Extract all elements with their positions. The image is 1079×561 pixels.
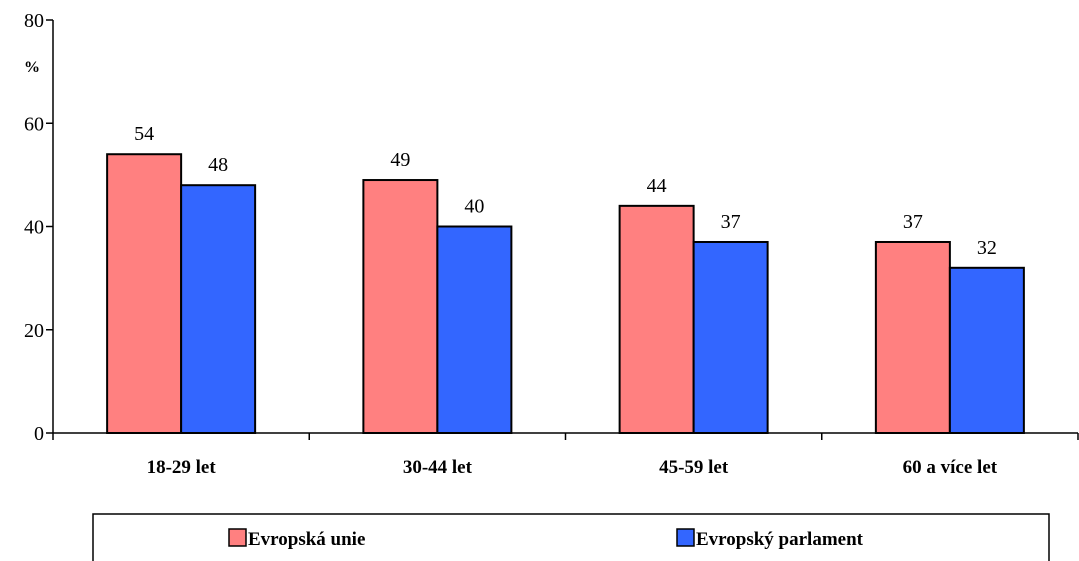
bar bbox=[180, 184, 257, 434]
bars-group bbox=[106, 153, 1025, 434]
x-tick-label: 45-59 let bbox=[659, 457, 729, 478]
legend-swatch bbox=[676, 528, 695, 547]
data-label: 54 bbox=[134, 123, 154, 145]
y-tick-label: 40 bbox=[24, 217, 44, 239]
bar bbox=[874, 240, 951, 434]
bar bbox=[948, 266, 1025, 434]
data-label: 37 bbox=[903, 211, 923, 233]
bar bbox=[618, 204, 695, 434]
legend: Evropská unie Evropský parlament bbox=[92, 513, 1050, 561]
legend-label: Evropská unie bbox=[248, 529, 365, 550]
y-tick-label: 80 bbox=[24, 10, 44, 32]
data-label: 40 bbox=[464, 196, 484, 218]
legend-swatch bbox=[228, 528, 247, 547]
x-tick-label: 30-44 let bbox=[403, 457, 473, 478]
bar bbox=[106, 153, 183, 434]
x-tick-label: 60 a více let bbox=[903, 457, 998, 478]
data-labels-group: 54 48 49 40 44 37 37 32 bbox=[134, 123, 997, 259]
bar bbox=[362, 179, 439, 434]
data-label: 48 bbox=[208, 154, 228, 176]
y-axis-unit-label: % bbox=[24, 59, 40, 76]
legend-label: Evropský parlament bbox=[696, 529, 864, 550]
data-label: 49 bbox=[390, 149, 410, 171]
axes-group: 18-29 let 30-44 let 45-59 let 60 a více let… bbox=[24, 10, 1079, 478]
legend-box bbox=[92, 513, 1050, 561]
bar bbox=[436, 225, 513, 434]
data-label: 44 bbox=[647, 175, 667, 197]
y-tick-label: 0 bbox=[34, 423, 44, 445]
x-tick-label: 18-29 let bbox=[147, 457, 217, 478]
y-tick-label: 20 bbox=[24, 320, 44, 342]
data-label: 32 bbox=[977, 237, 997, 259]
y-tick-label: 60 bbox=[24, 113, 44, 135]
data-label: 37 bbox=[721, 211, 741, 233]
bar bbox=[692, 240, 769, 434]
